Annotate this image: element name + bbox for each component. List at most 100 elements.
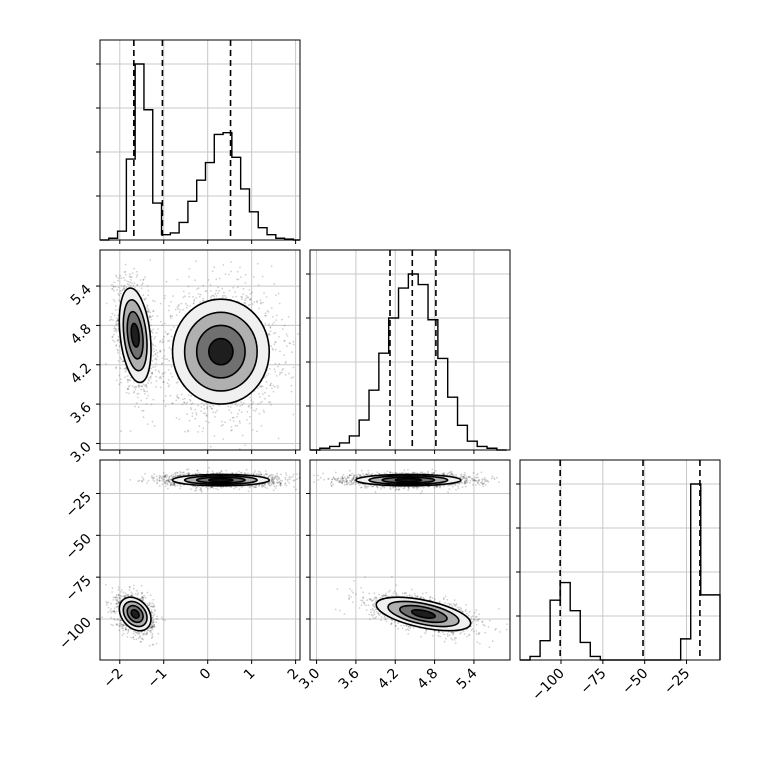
scatter-point <box>202 284 205 287</box>
scatter-point <box>124 376 126 379</box>
scatter-point <box>269 384 272 387</box>
scatter-point <box>258 412 261 415</box>
scatter-point <box>259 301 262 304</box>
scatter-point <box>152 604 155 606</box>
scatter-point <box>139 635 141 638</box>
scatter-point <box>223 294 226 297</box>
scatter-point <box>133 386 136 389</box>
scatter-point <box>119 356 122 359</box>
scatter-point <box>201 402 204 405</box>
scatter-point <box>198 295 201 298</box>
scatter-point <box>143 390 145 392</box>
scatter-point <box>150 367 152 370</box>
scatter-point <box>115 344 118 346</box>
scatter-point <box>252 276 255 278</box>
scatter-point <box>180 393 183 396</box>
scatter-point <box>109 319 111 322</box>
hist-frame-p1 <box>309 249 511 451</box>
scatter-point <box>130 594 133 597</box>
scatter-point <box>273 386 276 388</box>
scatter-point <box>151 622 154 625</box>
scatter-point <box>113 333 115 336</box>
scatter-point <box>199 301 202 303</box>
scatter-point <box>241 434 244 437</box>
scatter-point <box>280 371 283 374</box>
scatter-point <box>134 388 137 391</box>
scatter-point <box>142 598 145 601</box>
histogram-p1 <box>310 273 507 451</box>
scatter-point <box>123 624 126 627</box>
scatter-point <box>215 295 218 297</box>
scatter-point <box>252 409 255 412</box>
scatter-point <box>231 429 233 431</box>
scatter-point <box>160 363 163 365</box>
scatter-point <box>256 301 259 304</box>
scatter-point <box>200 410 203 412</box>
scatter-point <box>142 278 145 281</box>
scatter-point <box>153 624 156 627</box>
scatter-point <box>170 365 173 368</box>
scatter-point <box>123 595 126 598</box>
scatter-point <box>137 592 140 595</box>
scatter-point <box>136 594 139 596</box>
scatter-point <box>156 615 159 618</box>
scatter-point <box>163 335 165 338</box>
scatter-point <box>111 288 113 290</box>
scatter-point <box>116 319 119 322</box>
scatter-point <box>118 299 120 301</box>
scatter-point <box>270 345 273 348</box>
contour-line-1-0 <box>171 298 271 405</box>
scatter-point <box>153 610 156 612</box>
scatter-point <box>263 397 266 400</box>
scatter-point <box>153 626 156 628</box>
scatter-point <box>182 308 185 311</box>
scatter-point <box>131 385 134 388</box>
scatter-point <box>142 383 145 386</box>
scatter-point <box>273 321 276 324</box>
scatter-point <box>257 284 260 286</box>
scatter-point <box>144 276 146 279</box>
scatter-point <box>144 390 146 393</box>
scatter-point <box>274 331 277 334</box>
scatter-point <box>137 637 140 640</box>
scatter-point <box>273 343 276 346</box>
contour-fill-1-3 <box>208 338 233 365</box>
scatter-point <box>115 603 117 605</box>
scatter-point <box>221 296 224 299</box>
scatter-point <box>188 275 190 278</box>
scatter-point <box>116 600 119 603</box>
scatter-point <box>154 336 157 338</box>
scatter-point <box>151 621 154 623</box>
scatter-point <box>114 300 116 303</box>
scatter-point <box>133 584 135 587</box>
scatter-point <box>281 318 283 321</box>
scatter-point <box>111 336 114 339</box>
histogram-p0 <box>100 63 300 241</box>
scatter-point <box>116 606 119 608</box>
scatter-point <box>269 367 271 370</box>
scatter-point <box>269 401 272 404</box>
scatter-point <box>113 617 115 620</box>
scatter-point <box>112 319 114 321</box>
scatter-point <box>153 425 156 427</box>
scatter-point <box>159 350 162 352</box>
scatter-point <box>144 385 147 387</box>
contour-line-0-0 <box>118 287 152 384</box>
scatter-point <box>129 285 132 287</box>
scatter-point <box>251 291 254 294</box>
scatter-point <box>147 294 150 297</box>
scatter-point <box>122 591 125 594</box>
scatter-point <box>150 372 153 375</box>
scatter-point <box>151 616 154 619</box>
scatter-point <box>194 417 197 420</box>
scatter-point <box>116 323 119 325</box>
scatter-point <box>129 586 131 589</box>
scatter-point <box>275 375 278 377</box>
scatter-point <box>152 310 154 313</box>
scatter-point <box>205 414 208 417</box>
scatter-point <box>146 310 149 313</box>
scatter-point <box>256 430 258 433</box>
scatter-point <box>175 399 178 402</box>
scatter-point <box>258 307 260 310</box>
scatter-point <box>147 308 150 310</box>
